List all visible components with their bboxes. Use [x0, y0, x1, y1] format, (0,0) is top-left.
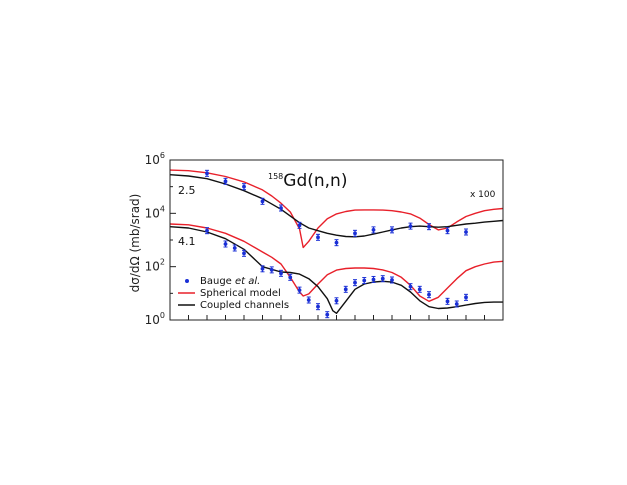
legend-marker — [185, 279, 189, 283]
y-tick-label-exp: 4 — [160, 204, 165, 213]
data-point — [408, 222, 413, 230]
legend-label-italic: et al. — [235, 276, 260, 287]
data-point — [353, 279, 357, 287]
legend-label-text: Spherical model — [200, 288, 281, 299]
data-point — [205, 169, 209, 177]
data-point — [325, 311, 330, 319]
data-point — [362, 277, 367, 285]
data-point — [390, 226, 394, 234]
y-tick-label-base: 10 — [145, 153, 160, 167]
data-point — [464, 293, 468, 301]
data-point — [343, 285, 348, 293]
curve-label-lower: 4.1 — [178, 235, 196, 248]
data-point — [316, 303, 320, 311]
data-point — [334, 239, 339, 247]
data-point — [427, 223, 431, 231]
data-point — [445, 227, 450, 235]
data-point — [223, 177, 228, 185]
y-axis-label: dσ/dΩ (mb/srad) — [128, 194, 142, 293]
legend-label: Bauge et al. — [200, 276, 260, 287]
series-line-spherical_lower — [169, 223, 504, 302]
data-point — [353, 229, 357, 237]
y-tick-label-base: 10 — [145, 260, 160, 274]
data-point — [288, 273, 293, 281]
y-tick-label: 106 — [145, 151, 165, 167]
data-point — [279, 204, 283, 212]
data-point — [380, 275, 385, 283]
legend-entry-coupled: Coupled channels — [178, 300, 289, 311]
data-point — [408, 283, 413, 291]
legend-label: Spherical model — [200, 288, 281, 299]
legend-label-text: Bauge — [200, 276, 235, 287]
curve-label-upper: 2.5 — [178, 184, 196, 197]
data-point — [316, 233, 320, 241]
data-point — [260, 197, 265, 205]
y-tick-label-base: 10 — [145, 313, 160, 327]
legend-entry-spherical: Spherical model — [178, 288, 281, 299]
data-point — [269, 266, 274, 274]
data-point — [306, 296, 311, 304]
data-point — [232, 244, 237, 252]
data-point — [260, 265, 265, 273]
data-point — [242, 183, 246, 191]
y-tick-label-base: 10 — [145, 206, 160, 220]
data-point — [371, 275, 376, 283]
chart-title: 158Gd(n,n) — [268, 171, 347, 191]
data-point — [454, 300, 459, 308]
data-point — [417, 285, 422, 293]
data-point — [279, 269, 283, 277]
data-point — [334, 297, 339, 305]
legend-entry-bauge: Bauge et al. — [185, 276, 260, 287]
y-tick-label-exp: 6 — [160, 151, 165, 160]
legend-label: Coupled channels — [200, 300, 289, 311]
y-tick-label-exp: 2 — [160, 258, 165, 267]
y-tick-label: 102 — [145, 258, 165, 274]
data-point — [427, 291, 431, 299]
data-point — [390, 276, 394, 284]
data-point — [445, 297, 450, 305]
chart-title-main: Gd(n,n) — [283, 171, 347, 191]
y-tick-label: 104 — [145, 204, 165, 220]
series-line-coupled_upper — [169, 174, 504, 238]
data-point — [297, 221, 302, 229]
multiplier-label: x 100 — [470, 190, 496, 200]
chart-data-points — [205, 169, 468, 319]
data-point — [464, 228, 468, 236]
data-point — [242, 249, 246, 257]
data-point — [371, 226, 376, 234]
data-point — [205, 227, 209, 235]
series-line-spherical_upper — [169, 169, 504, 249]
y-tick-label: 100 — [145, 311, 165, 327]
data-point — [297, 286, 302, 294]
y-tick-label-exp: 0 — [160, 311, 165, 320]
chart-title-superscript: 158 — [268, 172, 283, 181]
legend-label-text: Coupled channels — [200, 300, 289, 311]
data-point — [223, 240, 228, 248]
